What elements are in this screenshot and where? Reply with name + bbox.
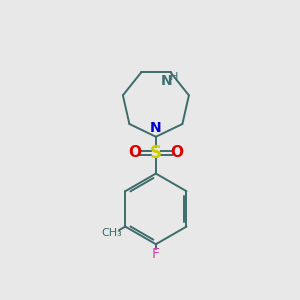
Text: N: N bbox=[150, 121, 162, 135]
Text: O: O bbox=[128, 146, 141, 160]
Text: CH₃: CH₃ bbox=[101, 228, 122, 238]
Text: H: H bbox=[169, 72, 178, 82]
Text: O: O bbox=[171, 146, 184, 160]
Text: F: F bbox=[152, 247, 160, 261]
Text: N: N bbox=[161, 74, 172, 88]
Text: S: S bbox=[150, 144, 162, 162]
